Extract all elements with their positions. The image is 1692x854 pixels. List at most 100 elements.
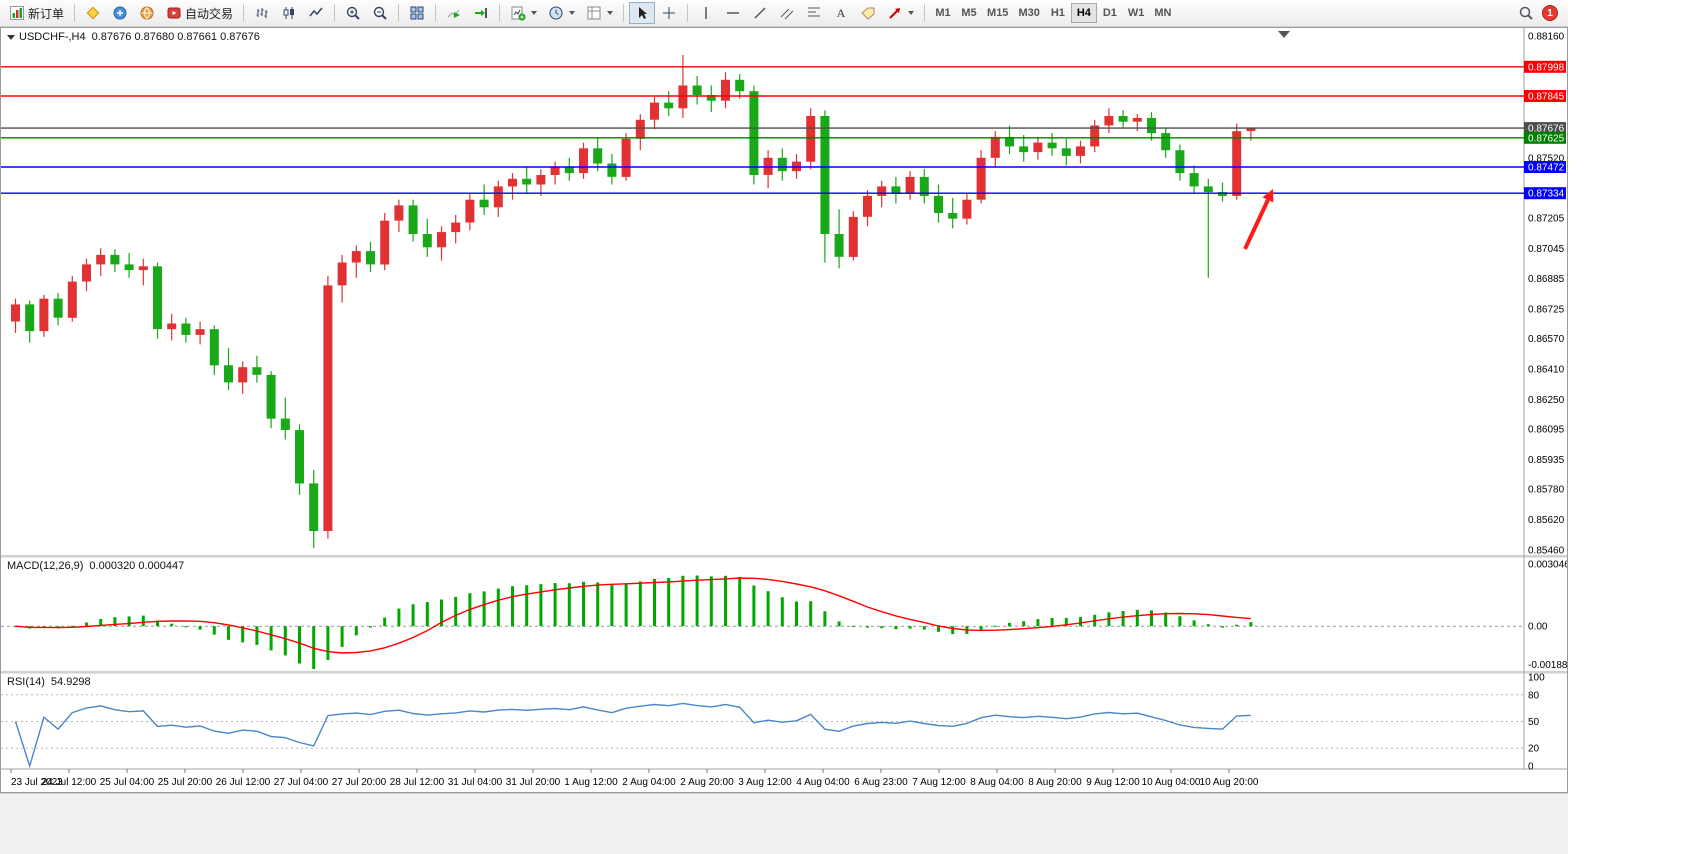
price-badge-label: 0.87472 bbox=[1528, 163, 1565, 174]
line-chart-button[interactable] bbox=[303, 2, 329, 24]
channel-tool-button[interactable] bbox=[774, 2, 800, 24]
fibonacci-icon bbox=[808, 7, 821, 17]
dropdown-caret bbox=[607, 11, 614, 15]
new-order-button[interactable]: 新订单 bbox=[4, 2, 69, 24]
time-axis-label: 10 Aug 20:00 bbox=[1200, 777, 1259, 788]
candle bbox=[1076, 146, 1085, 156]
new-chart-icon bbox=[511, 6, 526, 21]
zoom-out-button[interactable] bbox=[367, 2, 393, 24]
candle bbox=[437, 232, 446, 248]
crosshair-icon bbox=[663, 7, 676, 19]
time-axis-label: 3 Aug 12:00 bbox=[738, 777, 792, 788]
market-button[interactable] bbox=[107, 2, 133, 24]
dropdown-caret bbox=[531, 11, 538, 15]
candle bbox=[607, 163, 617, 177]
vertical-line-tool-button[interactable] bbox=[693, 2, 719, 24]
fibonacci-tool-button[interactable] bbox=[801, 2, 827, 24]
price-tick-label: 0.87520 bbox=[1528, 153, 1565, 164]
time-axis-label: 25 Jul 20:00 bbox=[158, 777, 213, 788]
tile-windows-button[interactable] bbox=[404, 2, 430, 24]
community-button[interactable] bbox=[134, 2, 160, 24]
time-axis-label: 27 Jul 20:00 bbox=[332, 777, 387, 788]
cursor-tool-button[interactable] bbox=[629, 2, 656, 24]
candle bbox=[408, 205, 418, 234]
candle bbox=[366, 251, 375, 265]
text-tool-button[interactable]: A bbox=[828, 2, 854, 24]
timeframe-mn-button[interactable]: MN bbox=[1149, 3, 1176, 23]
candle bbox=[266, 374, 276, 419]
zoom-out-icon bbox=[373, 6, 387, 20]
candle bbox=[1189, 173, 1199, 187]
toolbar-separator bbox=[687, 4, 689, 22]
one-click-trading-toggle[interactable] bbox=[7, 34, 15, 40]
arrows-tool-button[interactable] bbox=[882, 2, 919, 24]
rsi-axis-label: 20 bbox=[1528, 744, 1540, 755]
timeframe-m5-button[interactable]: M5 bbox=[956, 3, 982, 23]
price-badge-label: 0.87334 bbox=[1528, 189, 1565, 200]
price-badge-label: 0.87998 bbox=[1528, 62, 1565, 73]
text-label-icon bbox=[861, 7, 875, 20]
search-button[interactable] bbox=[1513, 2, 1539, 24]
profiles-button[interactable] bbox=[543, 2, 580, 24]
candle bbox=[976, 157, 986, 200]
time-axis-label: 24 Jul 12:00 bbox=[42, 777, 97, 788]
time-axis-label: 1 Aug 12:00 bbox=[564, 777, 618, 788]
bar-chart-button[interactable] bbox=[249, 2, 275, 24]
text-icon: A bbox=[837, 6, 846, 20]
new-chart-button[interactable] bbox=[505, 2, 542, 24]
candle bbox=[96, 254, 106, 265]
trendline-tool-button[interactable] bbox=[747, 2, 773, 24]
macd-values: 0.000320 0.000447 bbox=[89, 560, 185, 572]
timeframe-h4-button[interactable]: H4 bbox=[1070, 3, 1097, 23]
timeframe-m15-button[interactable]: M15 bbox=[982, 3, 1013, 23]
candle bbox=[635, 119, 645, 139]
price-tick-label: 0.86885 bbox=[1528, 274, 1565, 285]
autotrading-button[interactable]: 自动交易 bbox=[161, 2, 238, 24]
candle bbox=[579, 148, 588, 173]
annotation-arrow[interactable] bbox=[1243, 189, 1274, 250]
time-axis-label: 31 Jul 04:00 bbox=[448, 777, 503, 788]
candle bbox=[1005, 136, 1014, 147]
crosshair-tool-button[interactable] bbox=[656, 2, 682, 24]
arrow-objects-icon bbox=[889, 8, 901, 19]
candles-layer bbox=[11, 55, 1256, 549]
chart-shift-button[interactable] bbox=[468, 2, 494, 24]
candle bbox=[820, 116, 830, 234]
time-axis-label: 6 Aug 23:00 bbox=[854, 777, 908, 788]
price-badge bbox=[1524, 60, 1566, 73]
timeframe-h1-button[interactable]: H1 bbox=[1045, 3, 1071, 23]
metaeditor-button[interactable] bbox=[80, 2, 106, 24]
candle bbox=[1132, 117, 1142, 122]
candle bbox=[664, 102, 674, 109]
candlestick-chart-icon bbox=[283, 7, 295, 19]
rsi-axis-label: 80 bbox=[1528, 690, 1540, 701]
svg-text:A: A bbox=[837, 6, 846, 20]
price-chart-svg[interactable]: 0.88160 0.87520 0.87205 0.87045 0.86885 0.867… bbox=[1, 28, 1573, 792]
templates-button[interactable] bbox=[581, 2, 618, 24]
candle bbox=[1033, 142, 1043, 153]
candle bbox=[1147, 117, 1156, 134]
candle bbox=[110, 254, 120, 265]
time-axis-label: 26 Jul 12:00 bbox=[216, 777, 271, 788]
templates-icon bbox=[587, 6, 601, 20]
price-tick-label: 0.87205 bbox=[1528, 213, 1565, 224]
timeframe-m1-button[interactable]: M1 bbox=[930, 3, 956, 23]
time-axis-label: 28 Jul 12:00 bbox=[390, 777, 445, 788]
horizontal-line-tool-button[interactable] bbox=[720, 2, 746, 24]
timeframe-d1-button[interactable]: D1 bbox=[1097, 3, 1123, 23]
chart-shift-marker[interactable] bbox=[1278, 31, 1290, 38]
timeframe-w1-button[interactable]: W1 bbox=[1123, 3, 1150, 23]
auto-scroll-button[interactable] bbox=[441, 2, 467, 24]
notifications-badge[interactable]: 1 bbox=[1542, 5, 1558, 21]
tile-windows-icon bbox=[410, 6, 424, 20]
candle bbox=[990, 136, 1000, 158]
new-order-label: 新订单 bbox=[28, 6, 65, 21]
vertical-line-icon bbox=[705, 7, 707, 19]
candlestick-chart-button[interactable] bbox=[276, 2, 302, 24]
text-label-tool-button[interactable] bbox=[855, 2, 881, 24]
price-tick-label: 0.87045 bbox=[1528, 244, 1565, 255]
time-axis-label: 9 Aug 12:00 bbox=[1086, 777, 1140, 788]
candle bbox=[224, 365, 233, 383]
timeframe-m30-button[interactable]: M30 bbox=[1013, 3, 1044, 23]
zoom-in-button[interactable] bbox=[340, 2, 366, 24]
